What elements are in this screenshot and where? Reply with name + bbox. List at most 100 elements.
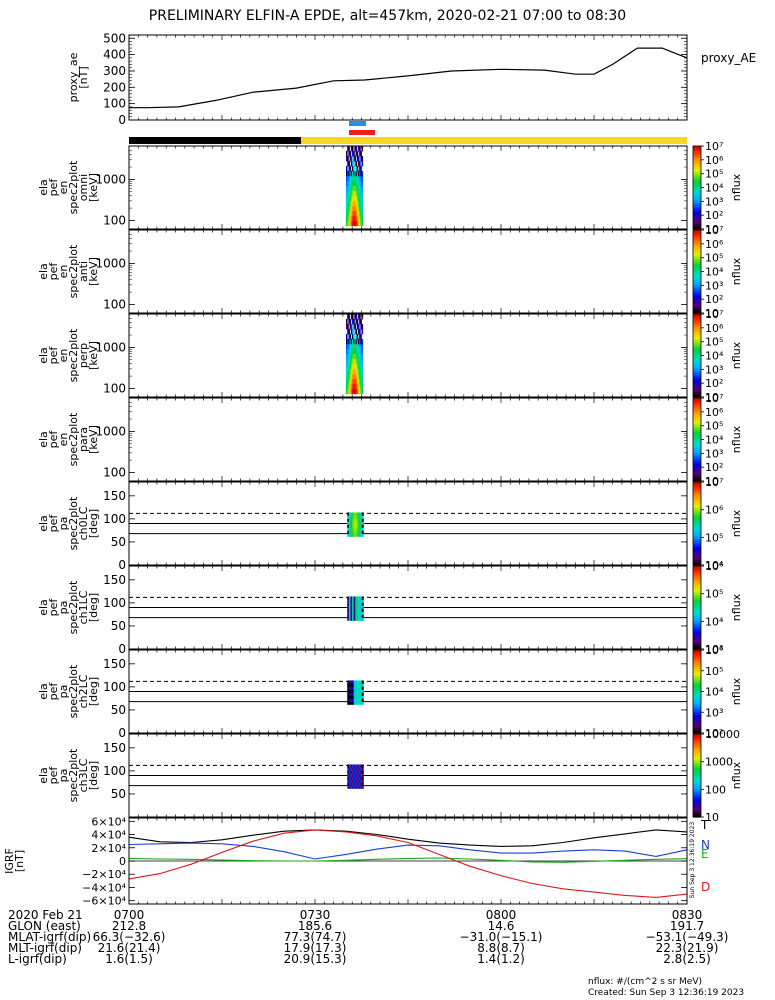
spectrogram-cell <box>350 338 353 345</box>
colorbar-segment <box>693 458 701 461</box>
y-tick-label: 1000 <box>95 172 126 186</box>
colorbar-segment <box>693 748 701 752</box>
pa-cell <box>356 515 359 519</box>
spectrogram-cell <box>360 165 362 172</box>
colorbar-segment <box>693 681 701 684</box>
colorbar-segment <box>693 386 701 390</box>
spectrogram-cell <box>359 146 361 152</box>
pa-cell <box>347 515 350 519</box>
colorbar-segment <box>693 720 701 724</box>
pa_ch3-colorbar: 10 100 1000 10000 nflux <box>692 728 743 824</box>
pa-cell <box>356 689 359 693</box>
pa-cell <box>360 773 363 777</box>
colorbar-segment <box>693 431 701 434</box>
spectrogram-cell <box>351 220 354 227</box>
pa-cell <box>355 596 358 600</box>
spectrogram-cell <box>346 185 348 192</box>
colorbar-segment <box>693 357 701 361</box>
orbit-value-mlat: 66.3(−32.6) <box>93 930 166 944</box>
pa-cell <box>348 779 351 783</box>
colorbar-segment <box>693 773 701 777</box>
orbit-value-glon: 185.6 <box>298 919 332 933</box>
colorbar-segment <box>693 710 701 713</box>
colorbar-tick-label: 10² <box>705 293 723 306</box>
pa-cell <box>353 518 356 522</box>
spectrogram-cell <box>348 165 350 172</box>
spectrogram-cell <box>351 373 354 380</box>
colorbar-segment <box>693 158 701 162</box>
colorbar-segment <box>693 490 701 493</box>
colorbar-segment <box>693 441 701 445</box>
x-ticks <box>128 314 688 397</box>
axis-label-line: spec2plot <box>67 328 80 382</box>
pa-cell <box>353 701 356 705</box>
colorbar-segment <box>693 168 701 172</box>
pa-cell <box>356 524 359 528</box>
spectrogram-cell <box>347 210 349 217</box>
pa-cell <box>350 524 353 528</box>
colorbar-segment <box>693 361 701 365</box>
colorbar-segment <box>693 177 701 180</box>
y-tick-label: −4×10⁴ <box>82 881 126 894</box>
spectrogram-cell <box>357 195 360 202</box>
x-ticks <box>128 35 688 120</box>
colorbar-segment <box>693 232 701 235</box>
colorbar-segment <box>693 632 701 636</box>
colorbar-segment <box>693 634 701 638</box>
spectrogram-cell <box>349 388 352 395</box>
pa-cell <box>360 686 363 690</box>
spectrogram-cell <box>355 358 358 365</box>
spectrogram-cell <box>356 353 359 360</box>
pa-cell <box>348 530 351 534</box>
pa-cell <box>355 680 358 684</box>
pa-cell <box>353 770 356 774</box>
colorbar-tick-label: 100 <box>705 783 726 796</box>
colorbar-segment <box>693 218 701 222</box>
colorbar-segment <box>693 736 701 739</box>
spectrogram-cell <box>348 338 350 345</box>
colorbar-tick-label: 1000 <box>705 756 733 769</box>
spectrogram-cell <box>353 363 355 370</box>
colorbar-segment <box>693 590 701 594</box>
pa-cell <box>348 689 351 693</box>
colorbar-tick-label: 10² <box>705 209 723 222</box>
colorbar-segment <box>693 746 701 750</box>
y-tick-label: 1000 <box>95 424 126 438</box>
panel-spec_omni: 100 1000 <box>95 146 687 227</box>
axis-label-line: en <box>57 265 70 279</box>
spectrogram-cell <box>349 353 352 360</box>
colorbar-segment <box>693 810 701 814</box>
axis-label-line: pef <box>47 598 60 617</box>
colorbar-segment <box>693 332 701 336</box>
colorbar-segment <box>693 418 701 422</box>
pa-cell <box>347 596 350 600</box>
pa-cell <box>348 596 351 600</box>
spectrogram-cell <box>347 185 349 192</box>
colorbar-segment <box>693 322 701 325</box>
spectrogram-cell <box>357 185 360 192</box>
spectrogram-cell <box>351 353 354 360</box>
pa-cell <box>360 608 363 612</box>
pa-cell <box>356 602 359 606</box>
spectrogram-cell <box>361 160 364 167</box>
spectrogram-cell <box>351 338 354 345</box>
pa-cell <box>347 779 350 783</box>
axis-label-line: ela <box>37 179 50 196</box>
colorbar-segment <box>693 693 701 697</box>
y-tick-label: 6×10⁴ <box>91 815 126 828</box>
spectrogram-cell <box>348 185 350 192</box>
spectrogram-cell <box>350 323 353 330</box>
colorbar-segment <box>693 599 701 602</box>
igrf-axis-label: IGRF[nT] <box>3 848 26 874</box>
pa-cell <box>355 611 358 615</box>
legend-E: E <box>701 847 709 861</box>
y-tick-label: 100 <box>103 381 126 395</box>
colorbar-segment <box>693 220 701 224</box>
pa-cell <box>347 785 350 789</box>
colorbar-segment <box>693 790 701 793</box>
colorbar-segment <box>693 380 701 384</box>
pa-cell <box>358 614 361 618</box>
pa-cell <box>353 776 356 780</box>
time-tick-label: 0730 <box>300 908 331 922</box>
spectrogram-cell <box>351 368 354 375</box>
